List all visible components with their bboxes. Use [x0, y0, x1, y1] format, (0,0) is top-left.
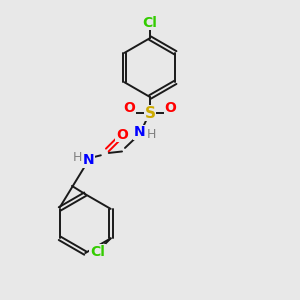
Text: S: S: [145, 106, 155, 121]
Text: O: O: [116, 128, 128, 142]
Text: H: H: [147, 128, 156, 141]
Text: Cl: Cl: [90, 244, 105, 259]
Text: O: O: [124, 101, 135, 115]
Text: O: O: [165, 101, 176, 115]
Text: Cl: Cl: [142, 16, 158, 30]
Text: N: N: [82, 153, 94, 167]
Text: N: N: [134, 125, 146, 139]
Text: H: H: [73, 151, 83, 164]
